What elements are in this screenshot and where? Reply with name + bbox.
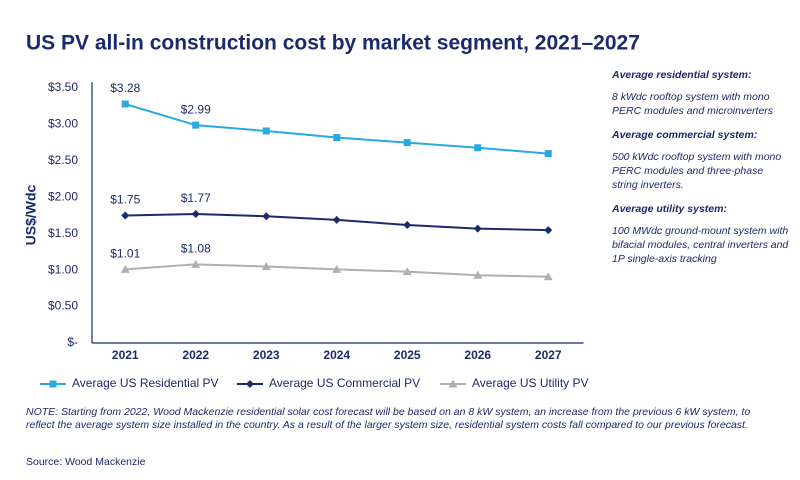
side-notes: Average residential system: 8 kWdc roofto… <box>612 68 790 276</box>
data-point <box>120 264 130 273</box>
x-tick-label: 2023 <box>253 348 280 362</box>
data-label: $2.99 <box>181 102 211 116</box>
x-tick-label: 2021 <box>112 348 139 362</box>
chart-title: US PV all-in construction cost by market… <box>26 32 640 55</box>
legend-item: Average US Utility PV <box>440 376 589 390</box>
data-point <box>403 139 411 147</box>
legend-marker <box>49 380 57 388</box>
y-tick-label: $1.00 <box>48 262 78 276</box>
y-tick-label: $1.50 <box>48 226 78 240</box>
side-note-heading: Average commercial system: <box>612 129 758 141</box>
data-label: $1.77 <box>181 191 211 205</box>
data-label: $3.28 <box>110 81 140 95</box>
source: Source: Wood Mackenzie <box>26 456 146 468</box>
data-point <box>544 150 552 158</box>
y-tick-label: $- <box>67 335 78 349</box>
side-note-heading: Average residential system: <box>612 69 752 81</box>
side-note-text: 100 MWdc ground-mount system with bifaci… <box>612 225 789 265</box>
legend-label: Average US Commercial PV <box>269 376 420 390</box>
legend-item: Average US Commercial PV <box>237 376 420 390</box>
x-tick-label: 2024 <box>323 348 350 362</box>
legend-marker <box>448 379 458 388</box>
data-point <box>474 144 482 152</box>
y-axis-title: US$/Wdc <box>23 184 39 245</box>
legend-item: Average US Residential PV <box>40 376 219 390</box>
data-point <box>191 259 201 268</box>
data-point <box>262 127 270 135</box>
y-tick-label: $2.50 <box>48 153 78 167</box>
x-tick-label: 2025 <box>394 348 421 362</box>
data-point <box>121 211 130 220</box>
data-point <box>332 215 341 224</box>
side-note-heading: Average utility system: <box>612 203 727 215</box>
data-point <box>402 267 412 276</box>
data-point <box>544 226 553 235</box>
data-label: $1.75 <box>110 193 140 207</box>
data-point <box>261 262 271 270</box>
x-tick-label: 2022 <box>182 348 209 362</box>
side-note-text: 500 kWdc rooftop system with mono PERC m… <box>612 151 782 191</box>
legend-label: Average US Utility PV <box>472 376 589 390</box>
y-tick-label: $3.50 <box>48 80 78 94</box>
x-tick-label: 2027 <box>535 348 562 362</box>
data-point <box>121 100 129 108</box>
y-tick-label: $2.00 <box>48 189 78 203</box>
data-point <box>473 270 483 279</box>
y-tick-label: $3.00 <box>48 117 78 131</box>
y-tick-label: $0.50 <box>48 299 78 313</box>
legend-label: Average US Residential PV <box>72 376 219 390</box>
x-tick-label: 2026 <box>464 348 491 362</box>
data-point <box>543 272 553 281</box>
legend-marker <box>246 380 254 388</box>
side-note-text: 8 kWdc rooftop system with mono PERC mod… <box>612 91 774 117</box>
data-point <box>191 210 200 219</box>
data-point <box>473 224 482 233</box>
data-label: $1.08 <box>181 241 211 255</box>
note: NOTE: Starting from 2022, Wood Mackenzie… <box>26 406 751 431</box>
data-point <box>403 220 412 229</box>
data-point <box>262 212 271 221</box>
data-point <box>192 121 200 129</box>
data-label: $1.01 <box>110 247 140 261</box>
data-point <box>332 264 342 273</box>
data-point <box>333 134 341 142</box>
